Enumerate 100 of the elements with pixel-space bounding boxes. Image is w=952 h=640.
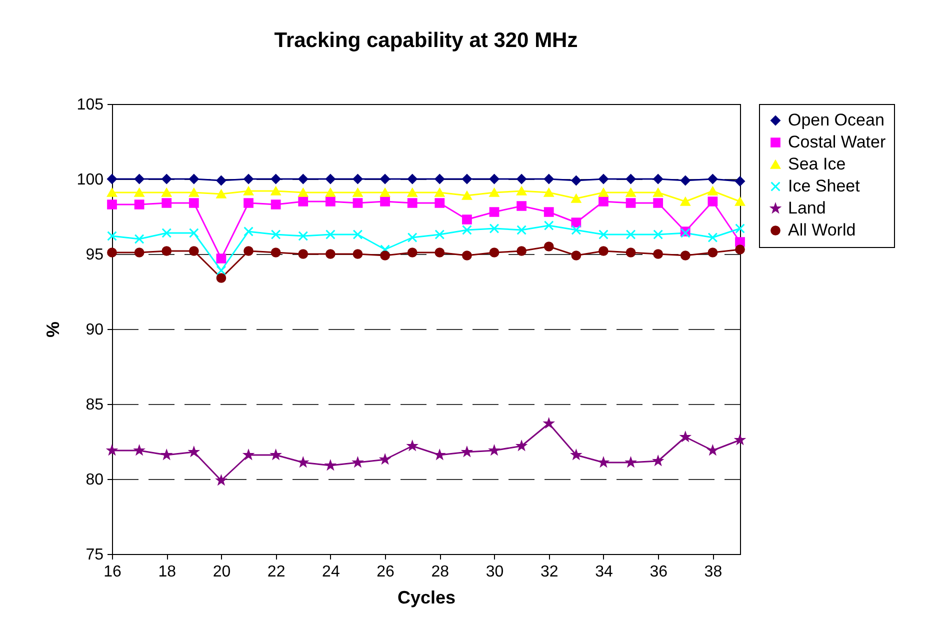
point [216,476,226,485]
point [626,248,636,258]
point [434,188,445,197]
point [216,190,226,198]
legend-label: Sea Ice [788,154,846,174]
y-tick-label: 95 [86,246,104,264]
point [326,249,336,259]
point [107,200,117,210]
point [162,174,172,184]
point [516,174,526,184]
point [162,188,172,197]
point [598,230,608,240]
point [653,456,663,466]
point [571,194,582,203]
point [708,186,718,196]
point [407,174,418,184]
point [244,246,254,256]
y-tick-label: 100 [76,172,104,188]
point [434,230,445,240]
point [653,198,664,208]
point [380,454,390,464]
x-tick-label: 22 [267,564,286,580]
x-tick-label: 20 [212,564,231,580]
point [407,188,418,197]
point [352,198,363,208]
point [162,198,172,208]
point [462,447,472,456]
point [708,248,718,258]
point [489,188,500,197]
point [107,174,117,184]
point [735,224,745,234]
point [653,174,664,184]
point [680,250,690,260]
point [271,450,281,460]
point [188,246,199,256]
point [571,176,582,186]
point [380,196,390,206]
point [326,188,336,197]
point [407,198,418,208]
point [516,186,526,196]
point [653,249,664,259]
legend-label: Costal Water [788,132,886,152]
point [598,196,608,206]
point [462,250,472,260]
point [107,231,117,241]
point [162,450,172,460]
point [434,450,444,460]
x-tick-label: 24 [322,564,340,580]
point [298,174,308,184]
point [270,174,281,184]
point [134,446,144,455]
point [598,246,608,256]
point [708,196,718,206]
x-tick-label: 38 [704,564,722,580]
point [352,188,363,197]
point [626,230,636,240]
x-tick-label: 30 [486,564,504,580]
point [544,242,554,252]
point [462,214,472,224]
point [408,441,418,450]
point [571,250,582,260]
point [298,188,308,197]
point [544,174,554,184]
point [189,447,199,456]
point [107,248,117,258]
point [434,248,445,258]
legend-label: Ice Sheet [788,176,860,196]
point [188,228,199,238]
point [380,250,390,260]
point [244,186,254,196]
point [626,188,636,197]
point [434,198,445,208]
x-axis-title: Cycles [397,588,456,608]
point [380,188,390,197]
legend-label: All World [788,220,856,240]
point [134,234,144,244]
point [544,188,554,197]
point [352,174,363,184]
point [680,176,690,186]
x-tick-label: 16 [104,564,122,580]
y-tick-label: 105 [76,96,104,114]
point [626,174,636,184]
point [216,176,226,186]
point [735,176,745,186]
legend-label: Open Ocean [788,110,884,130]
point [326,230,336,240]
point [462,225,472,235]
y-tick-label: 80 [86,472,104,488]
point [407,248,418,258]
point [516,246,526,256]
point [188,198,199,208]
point [680,432,690,442]
point [244,198,254,208]
point [708,232,718,242]
point [162,246,172,256]
point [544,418,554,428]
point [134,248,144,258]
point [326,174,336,184]
point [270,230,281,240]
point [134,174,144,184]
